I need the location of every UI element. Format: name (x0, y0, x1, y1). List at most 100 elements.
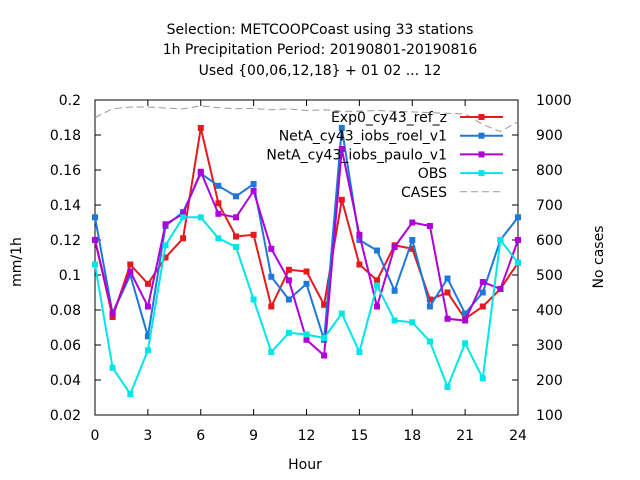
data-point (479, 375, 486, 382)
data-point (374, 247, 380, 254)
x-tick-label: 24 (509, 428, 527, 444)
data-point (515, 214, 521, 221)
y2-axis-ticks: 100 200 300 400 500 600 700 800 900 1000 (512, 93, 572, 424)
title-line-1: Selection: METCOOPCoast using 33 station… (167, 22, 474, 38)
legend-label: NetA_cy43_iobs_paulo_v1 (266, 147, 447, 163)
y-axis-ticks: 0.02 0.04 0.06 0.08 0.1 0.12 0.14 0.16 0.18 0.2 (50, 93, 101, 424)
data-point (268, 349, 275, 355)
y-tick-label: 0.02 (50, 408, 81, 424)
y-axis-label: mm/1h (9, 237, 25, 287)
series-line (94, 105, 519, 133)
series-exp0-cy43-ref-z (92, 125, 521, 322)
legend-label: NetA_cy43_iobs_roel_v1 (279, 129, 447, 145)
data-point (162, 242, 169, 249)
data-point (233, 233, 239, 240)
data-point (180, 210, 187, 217)
data-point (162, 254, 169, 261)
series-cases (94, 105, 519, 133)
y2-tick-label: 900 (536, 128, 563, 144)
data-point (479, 303, 486, 310)
y-tick-label: 0.12 (50, 233, 81, 249)
data-point (356, 349, 363, 355)
title-line-3: Used {00,06,12,18} + 01 02 ... 12 (199, 63, 442, 79)
data-point (462, 317, 469, 324)
y2-tick-label: 200 (536, 373, 563, 389)
data-point (127, 272, 134, 278)
y2-tick-label: 700 (536, 198, 563, 214)
y-tick-label: 0.08 (50, 303, 81, 319)
data-point (444, 275, 451, 282)
data-point (356, 231, 363, 238)
y2-tick-label: 400 (536, 303, 563, 319)
data-point (479, 289, 486, 296)
y2-axis-label: No cases (591, 226, 607, 289)
legend-label: Exp0_cy43_ref_z (331, 110, 447, 126)
data-point (285, 277, 292, 284)
data-point (144, 303, 151, 310)
legend-swatch-marker (478, 114, 485, 120)
legend-swatch-marker (478, 132, 485, 139)
data-point (303, 280, 310, 287)
data-point (515, 237, 521, 243)
data-point (356, 237, 363, 243)
data-point (233, 214, 239, 221)
data-point (92, 237, 98, 243)
data-point (92, 214, 98, 221)
x-tick-label: 9 (249, 428, 258, 444)
data-point (109, 314, 116, 320)
data-point (321, 335, 328, 341)
data-point (144, 333, 151, 340)
data-point (215, 182, 222, 189)
data-point (127, 261, 134, 268)
legend-swatch-marker (478, 151, 485, 158)
data-point (180, 214, 187, 221)
data-point (285, 266, 292, 273)
data-point (462, 310, 469, 317)
y2-tick-label: 600 (536, 233, 563, 249)
data-point (268, 273, 275, 280)
data-point (338, 310, 345, 317)
data-point (409, 237, 416, 243)
data-point (197, 214, 204, 221)
y-tick-label: 0.06 (50, 338, 81, 354)
data-point (444, 289, 451, 296)
data-point (250, 231, 257, 238)
y-tick-label: 0.2 (59, 93, 81, 109)
x-tick-label: 0 (91, 428, 100, 444)
data-point (479, 279, 486, 285)
data-point (444, 384, 451, 390)
data-point (426, 296, 433, 303)
data-point (180, 235, 187, 242)
data-point (144, 347, 151, 354)
data-point (426, 303, 433, 310)
data-point (250, 181, 257, 187)
data-point (127, 268, 134, 275)
data-point (374, 277, 380, 284)
data-point (285, 296, 292, 303)
data-point (409, 245, 416, 252)
data-point (233, 244, 239, 250)
chart-title: Selection: METCOOPCoast using 33 station… (163, 22, 478, 79)
title-line-2: 1h Precipitation Period: 20190801-201908… (163, 42, 478, 58)
y2-tick-label: 500 (536, 268, 563, 284)
data-point (109, 310, 116, 317)
y-tick-label: 0.04 (50, 373, 81, 389)
series-line (94, 148, 519, 358)
data-point (162, 221, 169, 228)
y2-tick-label: 100 (536, 408, 563, 424)
y2-tick-label: 1000 (536, 93, 572, 109)
y-tick-label: 0.1 (59, 268, 81, 284)
data-point (374, 282, 380, 289)
series-group (92, 105, 521, 397)
x-axis-label: Hour (288, 457, 322, 473)
data-point (338, 125, 345, 131)
data-point (409, 319, 416, 326)
legend-label: CASES (401, 185, 447, 201)
x-tick-label: 21 (456, 428, 474, 444)
data-point (426, 223, 433, 229)
data-point (268, 245, 275, 252)
data-point (197, 168, 204, 175)
data-point (391, 244, 398, 250)
